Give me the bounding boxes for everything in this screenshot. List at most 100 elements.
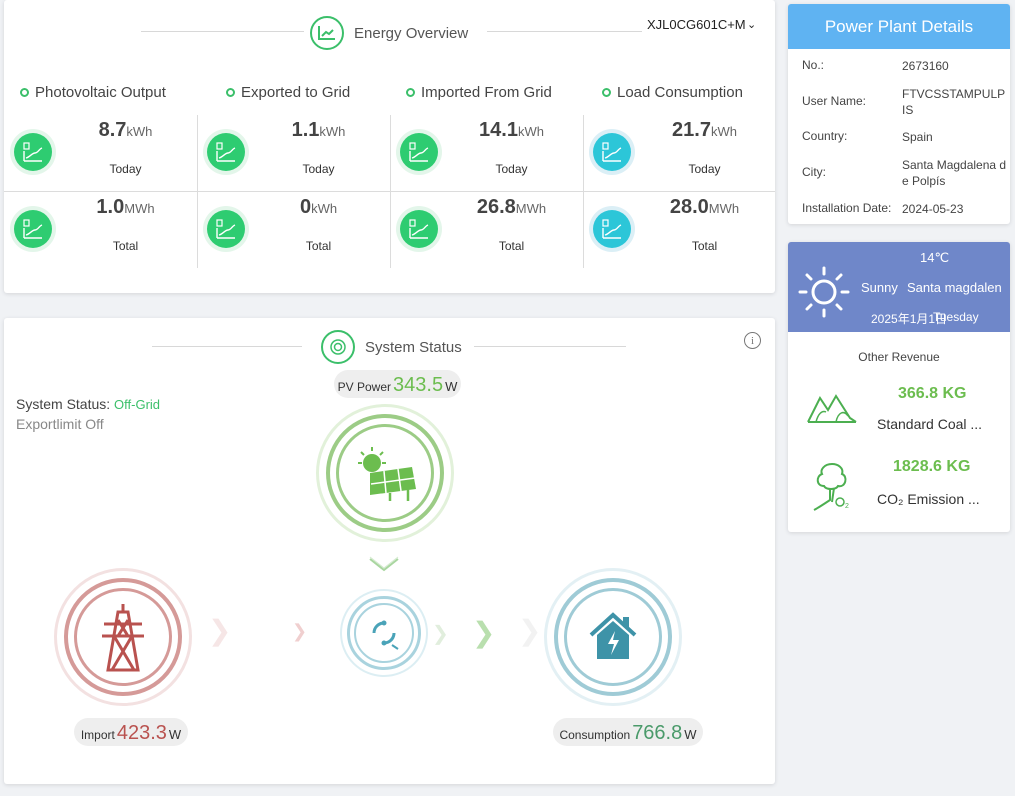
grid-ring (54, 568, 192, 706)
dot-icon (406, 88, 415, 97)
power-tower-icon (102, 604, 144, 672)
weather-date: 2025年1月1日 (871, 312, 948, 326)
export-today-cell: 1.1kWh Today (197, 114, 390, 191)
chart-icon (310, 16, 344, 50)
flow-arrow-icon: ❯ (472, 616, 496, 649)
consumption-unit: W (684, 727, 697, 742)
import-unit: W (168, 727, 182, 742)
export-today-unit: kWh (319, 124, 346, 139)
metric-title-load: Load Consumption (602, 84, 743, 101)
import-label: Import (80, 728, 115, 742)
import-chart-icon (400, 210, 438, 248)
system-status-panel: System Status i System Status: Off-Grid … (4, 318, 775, 784)
flow-arrow-icon: ❯ (518, 614, 542, 647)
coal-value: 366.8 KG (898, 385, 967, 402)
co2-label: CO₂ Emission ... (877, 491, 980, 507)
today-label: Today (688, 162, 721, 176)
load-today-cell: 21.7kWh Today (583, 114, 776, 191)
import-chart-icon (400, 133, 438, 171)
divider (141, 31, 304, 32)
status-value: Off-Grid (114, 397, 161, 412)
flow-arrow-icon: ❯ (292, 621, 308, 642)
total-label: Total (691, 239, 718, 253)
divider (152, 346, 302, 347)
load-total-unit: MWh (708, 201, 740, 216)
export-total-unit: kWh (311, 201, 338, 216)
export-chart-icon (207, 210, 245, 248)
weather-header: 14℃ Sunny Santa magdalen 2025年1月1日 Tuesd… (788, 242, 1010, 332)
power-plant-details-panel: Power Plant Details No.: 2673160 User Nam… (788, 4, 1010, 224)
pv-total-cell: 1.0MWh Total (4, 191, 197, 268)
energy-overview-title: Energy Overview (354, 24, 469, 42)
import-today-unit: kWh (517, 124, 544, 139)
total-label: Total (305, 239, 332, 253)
today-label: Today (495, 162, 528, 176)
pv-today-value: 8.7 (98, 119, 127, 141)
pv-power-pill: PV Power 343.5 W (334, 370, 461, 398)
home-ring (544, 568, 682, 706)
load-total-cell: 28.0MWh Total (583, 191, 776, 268)
pv-total-unit: MWh (124, 201, 155, 216)
plant-details-title: Power Plant Details (788, 4, 1010, 49)
total-label: Total (498, 239, 525, 253)
system-status-title: System Status (365, 338, 462, 356)
home-icon (589, 612, 637, 659)
info-icon[interactable]: i (744, 332, 761, 349)
import-value: 423.3 (116, 722, 167, 744)
load-chart-icon (593, 133, 631, 171)
weather-city: Santa magdalen (907, 280, 1002, 295)
target-icon (321, 330, 355, 364)
today-label: Today (302, 162, 335, 176)
energy-overview-header: Energy Overview (310, 16, 468, 50)
pv-total-value: 1.0 (96, 196, 125, 218)
pv-today-unit: kWh (126, 124, 153, 139)
import-total-cell: 26.8MWh Total (390, 191, 583, 268)
export-today-value: 1.1 (291, 119, 320, 141)
weather-condition: Sunny (861, 280, 898, 295)
divider (487, 31, 642, 32)
today-label: Today (109, 162, 142, 176)
flow-arrow-icon: ❯ (432, 621, 449, 645)
divider (474, 346, 626, 347)
pv-power-value: 343.5 (393, 374, 444, 396)
weather-revenue-panel: 14℃ Sunny Santa magdalen 2025年1月1日 Tuesd… (788, 242, 1010, 532)
pv-chart-icon (14, 133, 52, 171)
device-select[interactable]: XJL0CG601C+M ⌄ (647, 17, 759, 32)
energy-overview-panel: Energy Overview XJL0CG601C+M ⌄ Photovolt… (4, 0, 775, 293)
metric-title-export: Exported to Grid (226, 84, 350, 101)
load-today-value: 21.7 (672, 119, 711, 141)
export-total-cell: 0kWh Total (197, 191, 390, 268)
pv-power-label: PV Power (337, 380, 392, 394)
coal-mountain-icon (807, 394, 857, 423)
import-today-cell: 14.1kWh Today (390, 114, 583, 191)
consumption-pill: Consumption 766.8 W (553, 718, 703, 746)
import-total-unit: MWh (515, 201, 547, 216)
dot-icon (20, 88, 29, 97)
export-total-value: 0 (299, 196, 312, 218)
system-status-header: System Status (321, 330, 462, 364)
load-today-unit: kWh (710, 124, 737, 139)
pv-today-cell: 8.7kWh Today (4, 114, 197, 191)
pv-ring (316, 404, 454, 542)
weather-temp: 14℃ (920, 250, 950, 265)
pv-power-unit: W (445, 379, 458, 394)
inverter-icon (372, 620, 399, 650)
metric-title-import: Imported From Grid (406, 84, 552, 101)
chevron-down-icon (369, 556, 399, 572)
system-status-line: System Status: Off-Grid (16, 396, 161, 412)
consumption-label: Consumption (559, 728, 631, 742)
device-select-value: XJL0CG601C+M (647, 17, 745, 32)
load-chart-icon (593, 210, 631, 248)
pv-chart-icon (14, 210, 52, 248)
divider (4, 191, 775, 192)
dot-icon (602, 88, 611, 97)
weather-day: Tuesday (933, 310, 979, 324)
import-total-value: 26.8 (476, 196, 516, 218)
inverter-ring (340, 589, 428, 677)
coal-label: Standard Coal ... (877, 416, 983, 432)
import-pill: Import 423.3 W (74, 718, 188, 746)
consumption-value: 766.8 (632, 722, 683, 744)
co2-value: 1828.6 KG (893, 458, 971, 475)
solar-panel-icon (358, 447, 416, 501)
total-label: Total (112, 239, 139, 253)
